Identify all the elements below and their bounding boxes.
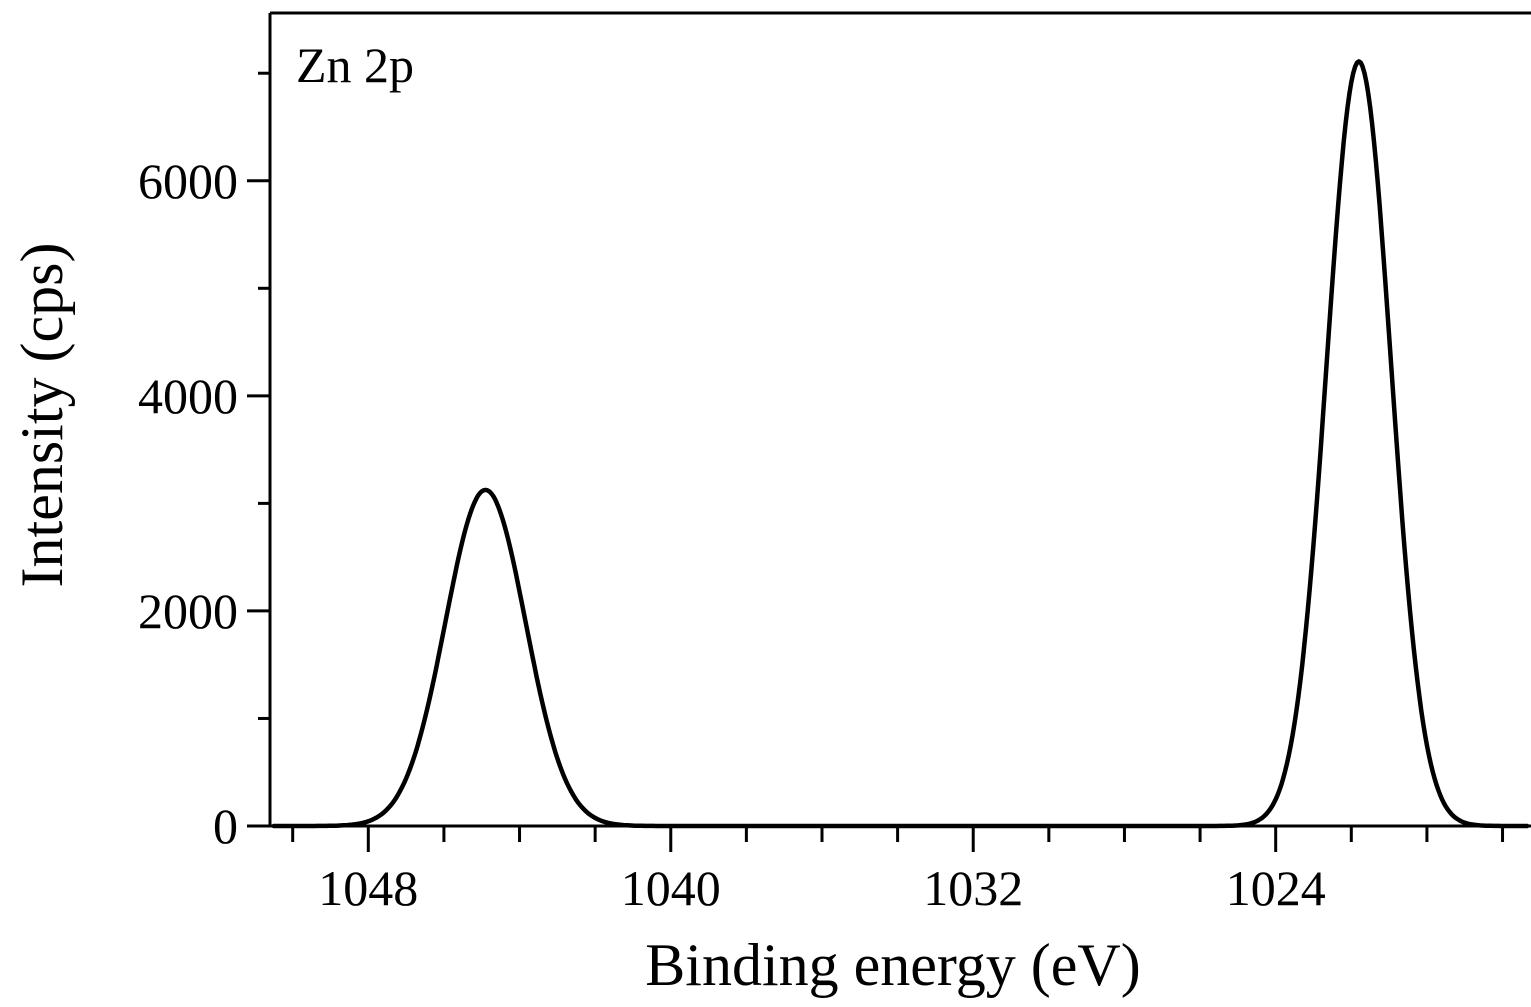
x-tick-label: 1032 [923,860,1023,916]
annotation-label: Zn 2p [296,37,414,93]
x-tick-label: 1040 [621,860,721,916]
x-axis-ticks: 1048 1040 1032 1024 [291,826,1505,916]
x-tick-label: 1024 [1226,860,1326,916]
y-axis-title: Intensity (cps) [9,243,75,588]
y-tick-label: 4000 [138,368,238,424]
y-tick-label: 6000 [138,153,238,209]
y-axis-ticks: 0 2000 4000 6000 [138,71,270,854]
spectrum-line [271,59,1530,829]
y-tick-label: 2000 [138,583,238,639]
x-axis-title: Binding energy (eV) [645,932,1140,998]
x-tick-label: 1048 [318,860,418,916]
y-tick-label: 0 [213,798,238,854]
